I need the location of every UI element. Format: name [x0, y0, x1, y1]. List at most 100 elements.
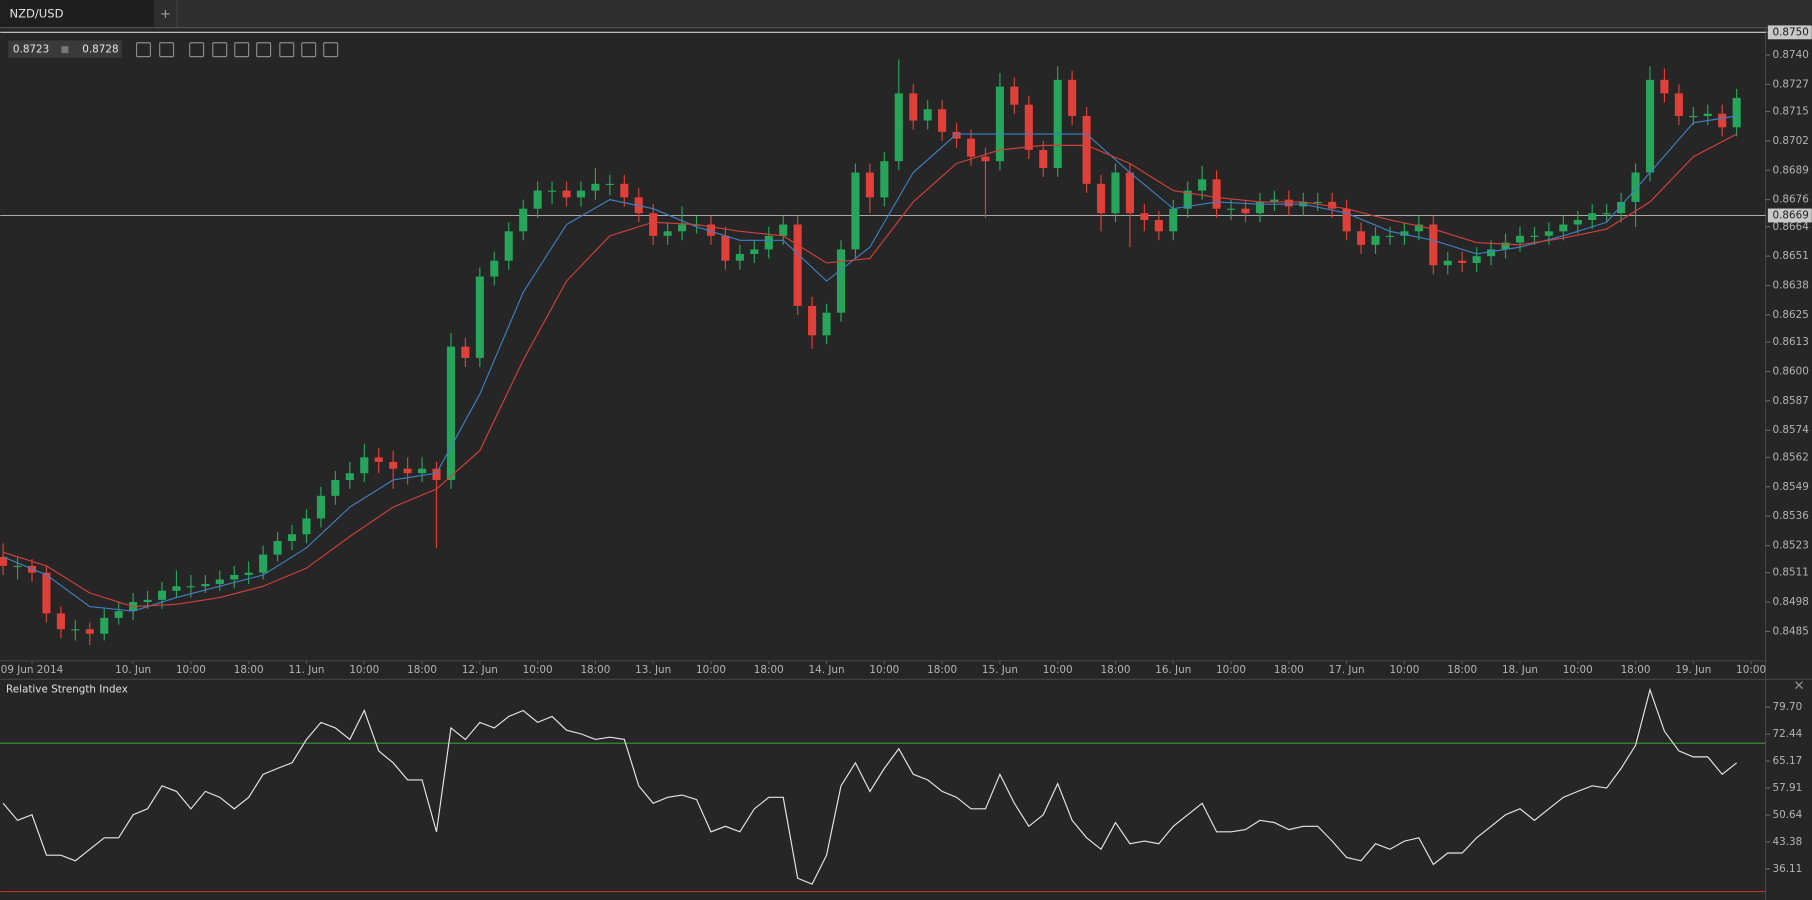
candle-body: [1125, 172, 1134, 214]
candle-body: [1371, 235, 1380, 245]
x-tick-label: 10:00: [869, 664, 899, 676]
candle-body: [1458, 260, 1467, 263]
zoom-out[interactable]: [135, 42, 151, 58]
symbol-tab-label[interactable]: NZD/USD: [9, 6, 63, 20]
x-tick-label: 10:00: [1389, 664, 1419, 676]
toolbar: [135, 42, 339, 58]
candle-body: [461, 346, 470, 358]
candle-body: [42, 572, 51, 614]
close-b: [1795, 681, 1803, 689]
indicator-close[interactable]: [1795, 681, 1803, 689]
candle-body: [1487, 249, 1496, 257]
candle-body: [1472, 256, 1481, 263]
candle-body: [1039, 149, 1048, 168]
candle-body: [1111, 172, 1120, 214]
y-tick-label: 0.8740: [1772, 49, 1808, 61]
y-tick-label: 0.8613: [1772, 336, 1808, 348]
candle-body: [952, 131, 961, 139]
candle-body: [1183, 190, 1192, 209]
x-tick-label: 18:00: [754, 664, 784, 676]
candle-body: [1674, 93, 1683, 116]
candle-body: [287, 534, 297, 542]
x-tick-label: 13. Jun: [635, 664, 671, 676]
candle-body: [808, 305, 817, 336]
candle-body: [1154, 219, 1163, 232]
candle-body: [1024, 104, 1033, 150]
candle-body: [1732, 97, 1741, 128]
y-tick-label: 0.8715: [1772, 105, 1808, 117]
candle-body: [1212, 179, 1221, 209]
candle-body: [345, 473, 354, 480]
x-tick-label: 12. Jun: [462, 664, 498, 676]
candle-body: [1631, 172, 1640, 202]
candle-body: [273, 541, 282, 555]
candle-body: [1414, 224, 1423, 232]
candle-body: [1227, 208, 1236, 210]
candle-body: [172, 586, 181, 591]
y-tick-label: 0.8549: [1772, 481, 1808, 493]
x-tick-label: 17. Jun: [1329, 664, 1365, 676]
candle-body: [1588, 213, 1597, 220]
candle-body: [576, 190, 586, 198]
symbol-tab[interactable]: [0, 0, 154, 28]
candle-body: [1284, 199, 1293, 207]
y-tick-label: 0.8523: [1772, 540, 1808, 552]
candle-body: [389, 461, 398, 469]
edit[interactable]: [301, 42, 317, 58]
y-tick-label: 36.11: [1772, 863, 1802, 875]
candle-body: [1357, 231, 1366, 245]
y-tick-label: 0.8651: [1772, 250, 1808, 262]
candle-body: [793, 224, 802, 306]
y-tick-label: 57.91: [1772, 782, 1802, 794]
candle-body: [1140, 213, 1149, 220]
candle-body: [880, 161, 889, 198]
candle-body: [865, 172, 874, 198]
candle-body: [1342, 208, 1351, 232]
candle-body: [981, 156, 990, 162]
y-tick-label: 0.8750: [1772, 26, 1808, 38]
candle-body: [678, 224, 687, 232]
candle-body: [432, 468, 441, 480]
candle-body: [100, 617, 109, 634]
y-tick-label: 0.8676: [1772, 194, 1808, 206]
timeframe[interactable]: [189, 42, 205, 58]
candle-body: [851, 172, 860, 250]
new-tab-button[interactable]: [161, 9, 170, 18]
y-tick-label: 0.8625: [1772, 309, 1808, 321]
quote-separator: [61, 46, 69, 54]
x-tick-label: 18. Jun: [1502, 664, 1538, 676]
candle-body: [721, 235, 730, 261]
candle-body: [1501, 242, 1510, 250]
y-tick-label: 0.8574: [1772, 424, 1809, 436]
candle-body: [403, 468, 412, 474]
candle-body: [201, 583, 210, 587]
bid-price: 0.8723: [13, 44, 49, 56]
candle-body: [85, 629, 94, 634]
x-tick-label: 09 Jun 2014: [1, 664, 64, 676]
candle-body: [1573, 219, 1582, 225]
x-tick-label: 18:00: [580, 664, 610, 676]
candle-body: [1241, 208, 1250, 214]
candle-body: [750, 249, 759, 254]
clone[interactable]: [279, 42, 295, 58]
x-tick-label: 10:00: [1563, 664, 1593, 676]
indicators[interactable]: [234, 42, 250, 58]
y-tick-label: 50.64: [1772, 809, 1802, 821]
candle-body: [995, 86, 1004, 162]
candle-body: [13, 565, 22, 568]
candle-body: [938, 109, 947, 132]
y-tick-label: 0.8600: [1772, 365, 1808, 377]
candle-body: [1270, 199, 1279, 202]
indicator-title: Relative Strength Index: [6, 684, 128, 696]
candle-body: [1703, 113, 1712, 116]
x-tick-label: 18:00: [927, 664, 957, 676]
template[interactable]: [256, 42, 272, 58]
candle-body: [230, 574, 239, 580]
candle-body: [735, 253, 744, 261]
draw[interactable]: [323, 42, 339, 58]
chart-type[interactable]: [212, 42, 228, 58]
zoom-in[interactable]: [159, 42, 175, 58]
y-tick-label: 0.8485: [1772, 625, 1808, 637]
candle-body: [1313, 201, 1322, 204]
candle-body: [1198, 179, 1207, 191]
